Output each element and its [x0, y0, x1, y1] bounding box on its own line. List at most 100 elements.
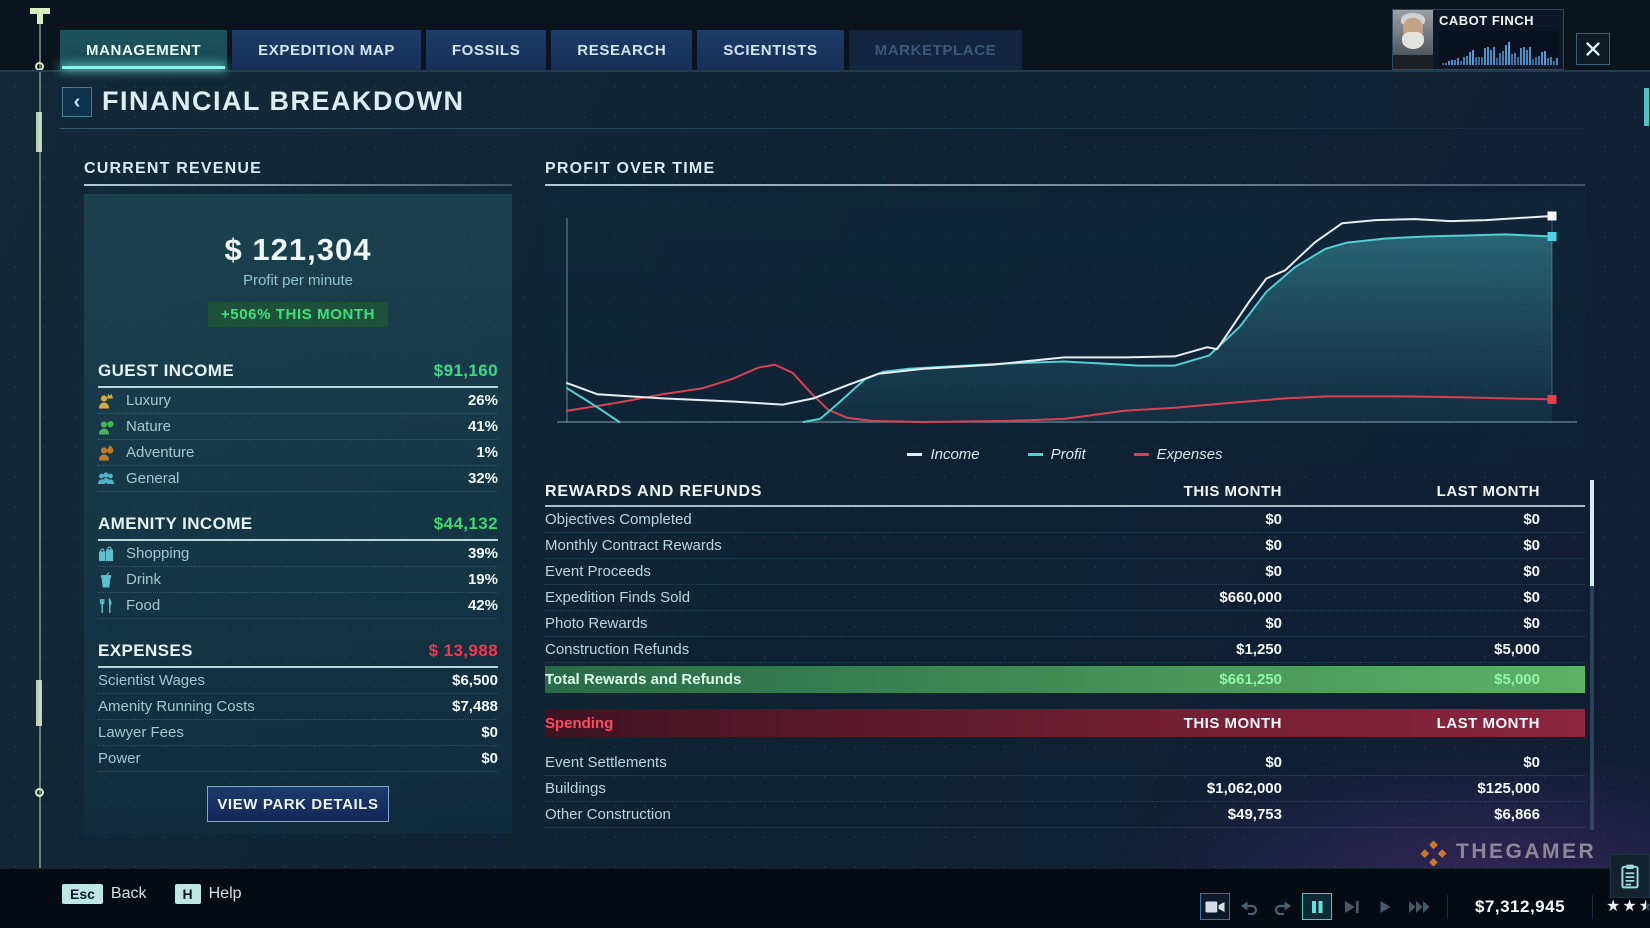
spending-row: Buildings $1,062,000 $125,000 — [545, 776, 1585, 802]
help-hint[interactable]: H Help — [174, 884, 242, 904]
revenue-row-label: Lawyer Fees — [98, 724, 184, 741]
revenue-row: Adventure 1% — [98, 440, 498, 466]
revenue-row: Power $0 — [98, 746, 498, 772]
esc-key-badge: Esc — [62, 884, 103, 904]
legend-label: Profit — [1050, 445, 1086, 463]
play-button[interactable] — [1370, 893, 1400, 920]
waveform-bar — [1484, 48, 1486, 65]
adventure-guest-icon — [98, 444, 118, 461]
revenue-group-title: AMENITY INCOME — [98, 514, 253, 533]
ruler-segment-bottom — [36, 680, 42, 726]
park-rating-stars: ★★★★★★ — [1606, 897, 1650, 915]
legend-item-profit: Profit — [1027, 445, 1086, 463]
revenue-row: Scientist Wages $6,500 — [98, 668, 498, 694]
table-row-label: Construction Refunds — [545, 641, 690, 658]
general-guest-icon — [98, 471, 118, 487]
revenue-row: Drink 19% — [98, 567, 498, 593]
spending-column-this-month: THIS MONTH — [1183, 714, 1282, 732]
revenue-row: Nature 41% — [98, 414, 498, 440]
revenue-row-value: 41% — [467, 418, 498, 435]
advisor-name: CABOT FINCH — [1439, 13, 1535, 28]
fast-forward-button[interactable] — [1404, 893, 1434, 920]
revenue-row: Shopping 39% — [98, 541, 498, 567]
step-button[interactable] — [1336, 893, 1366, 920]
undo-icon — [1241, 901, 1258, 915]
revenue-row-label: Luxury — [126, 392, 172, 409]
back-hint[interactable]: Esc Back — [62, 884, 147, 904]
revenue-row-value: 32% — [467, 470, 498, 487]
waveform-bar — [1442, 63, 1444, 65]
waveform-bar — [1490, 50, 1492, 65]
back-chevron-icon: ‹ — [73, 90, 81, 113]
rewards-row: Objectives Completed $0 $0 — [545, 507, 1585, 533]
table-value-this-month: $660,000 — [1219, 589, 1282, 606]
tab-research[interactable]: RESEARCH — [551, 30, 693, 70]
income-end-marker — [1547, 211, 1557, 221]
revenue-group-total: $ 13,988 — [428, 641, 498, 660]
legend-label: Expenses — [1156, 445, 1223, 463]
clipboard-icon-button[interactable] — [1610, 854, 1650, 898]
revenue-row-label: General — [126, 470, 180, 487]
waveform-bar — [1517, 57, 1519, 65]
tab-fossils[interactable]: FOSSILS — [425, 30, 547, 70]
tab-expedition-map[interactable]: EXPEDITION MAP — [232, 30, 421, 70]
view-park-details-button[interactable]: VIEW PARK DETAILS — [207, 786, 389, 822]
waveform-bar — [1457, 58, 1459, 65]
main-tab-bar: MANAGEMENT EXPEDITION MAP FOSSILS RESEARCH S… — [60, 30, 1023, 70]
waveform-bar — [1493, 47, 1495, 65]
waveform-bar — [1502, 51, 1504, 65]
spending-row-label: Event Settlements — [545, 754, 667, 771]
drink-icon — [98, 571, 118, 588]
star-half-fill: ★ — [1638, 898, 1647, 915]
redo-button[interactable] — [1268, 893, 1298, 920]
pause-button[interactable] — [1302, 893, 1332, 920]
camera-mode-button[interactable] — [1200, 893, 1230, 920]
rewards-row: Photo Rewards $0 $0 — [545, 611, 1585, 637]
revenue-row: General 32% — [98, 466, 498, 492]
waveform-bar — [1547, 58, 1549, 65]
table-scrollbar-thumb[interactable] — [1590, 480, 1594, 586]
revenue-row-label: Scientist Wages — [98, 672, 205, 689]
food-icon — [98, 597, 118, 614]
undo-button[interactable] — [1234, 893, 1264, 920]
table-scrollbar-track[interactable] — [1590, 480, 1594, 830]
current-revenue-section-header: CURRENT REVENUE — [84, 160, 512, 186]
tab-scientists[interactable]: SCIENTISTS — [697, 30, 844, 70]
back-button[interactable]: ‹ — [62, 87, 92, 117]
waveform-bar — [1508, 42, 1510, 65]
revenue-group-total: $91,160 — [433, 361, 498, 380]
title-underline — [60, 128, 1588, 129]
legend-item-expenses: Expenses — [1133, 445, 1223, 463]
profit-line — [802, 233, 1553, 423]
ruler-ring-bottom — [35, 788, 44, 797]
nature-guest-icon — [98, 420, 114, 434]
spending-value-last-month: $125,000 — [1477, 780, 1540, 797]
revenue-row-label: Shopping — [126, 545, 190, 562]
waveform-bar — [1538, 56, 1540, 65]
ruler-cap-top-stem — [37, 14, 43, 24]
help-hint-label: Help — [208, 885, 242, 902]
current-revenue-panel: $ 121,304 Profit per minute +506% THIS M… — [84, 194, 512, 834]
table-row-label: Expedition Finds Sold — [545, 589, 691, 606]
tab-management[interactable]: MANAGEMENT — [60, 30, 228, 70]
profit-end-marker — [1547, 231, 1557, 241]
revenue-group-header: AMENITY INCOME $44,132 — [98, 514, 498, 541]
revenue-row-value: $6,500 — [452, 672, 498, 689]
back-hint-label: Back — [110, 885, 147, 902]
profit-over-time-title: PROFIT OVER TIME — [545, 160, 716, 177]
table-row-label: Objectives Completed — [545, 511, 692, 528]
profit-chart-panel: Income Profit Expenses — [545, 192, 1585, 464]
dismiss-advisor-icon[interactable] — [1576, 33, 1610, 65]
general-guest-icon — [98, 471, 114, 484]
revenue-row: Amenity Running Costs $7,488 — [98, 694, 498, 720]
tab-marketplace: MARKETPLACE — [848, 30, 1023, 70]
profit-legend-dash — [1027, 452, 1043, 456]
voice-waveform — [1439, 31, 1559, 66]
revenue-row-value: 39% — [467, 545, 498, 562]
waveform-bar — [1460, 61, 1462, 65]
spending-value-this-month: $49,753 — [1227, 806, 1282, 823]
star-3: ★ ★ — [1638, 897, 1650, 915]
waveform-bar — [1454, 60, 1456, 65]
play-icon — [1380, 900, 1391, 913]
pause-icon — [1312, 900, 1323, 913]
